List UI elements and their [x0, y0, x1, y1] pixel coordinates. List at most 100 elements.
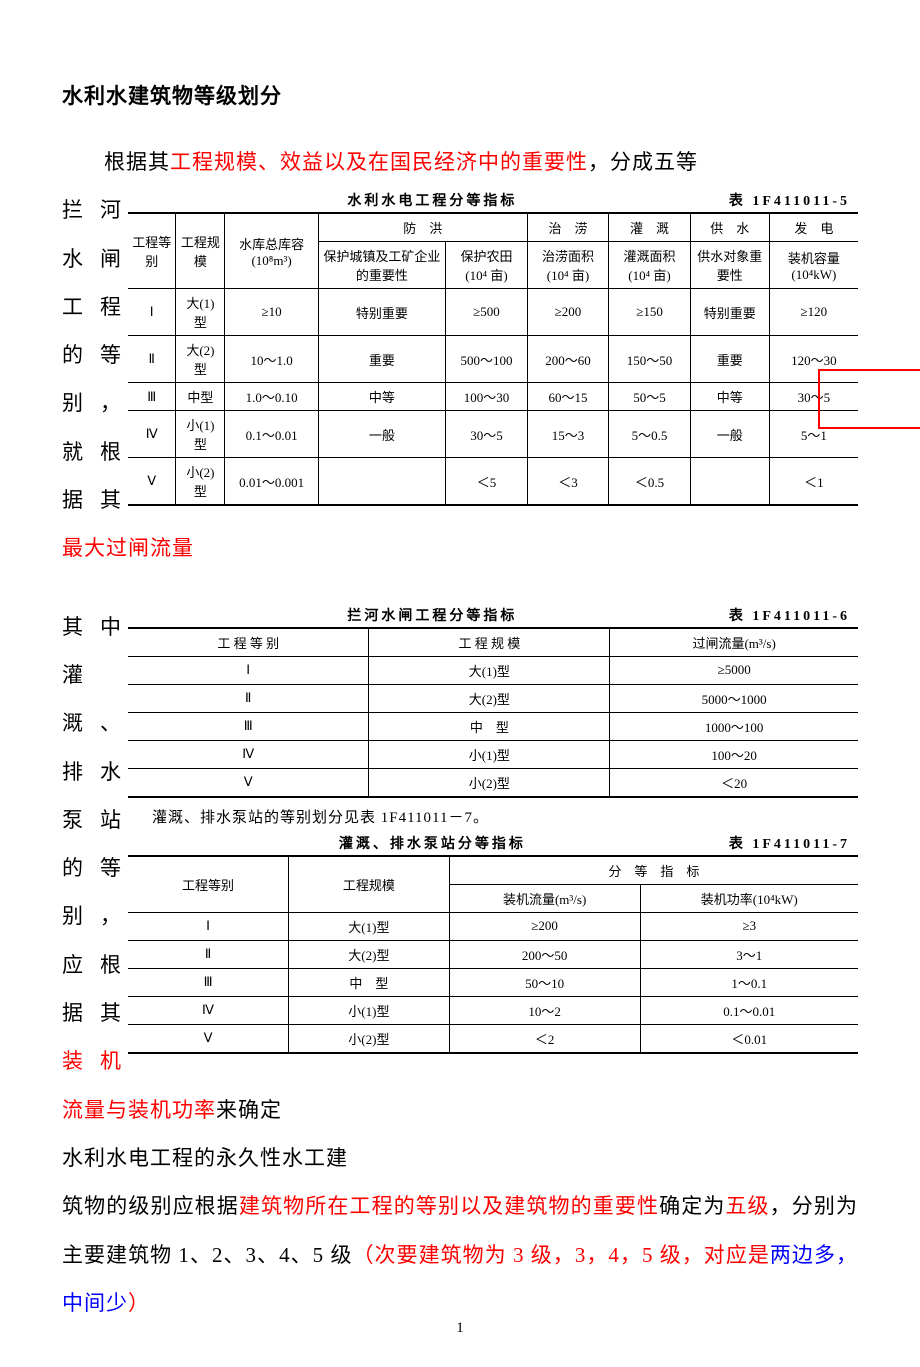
t3-sh0: 装机流量(m³/s)	[449, 884, 640, 912]
table-cell: 50～10	[449, 968, 640, 996]
wrap-paragraph-3: 水利水电工程的永久性水工建	[62, 1134, 858, 1182]
table-cell: 200～60	[527, 336, 609, 383]
table-cell: Ⅴ	[128, 458, 176, 506]
table1-body: Ⅰ大(1)型≥10特别重要≥500≥200≥150特别重要≥120Ⅱ大(2)型1…	[128, 289, 858, 506]
page-title: 水利水建筑物等级划分	[62, 80, 858, 110]
table-cell: Ⅳ	[128, 740, 369, 768]
table-cell: 15～3	[527, 411, 609, 458]
table-cell: 大(2)型	[176, 336, 225, 383]
table-cell: ≥120	[769, 289, 858, 336]
table-cell: ≥200	[449, 912, 640, 940]
table-cell: ＜1	[769, 458, 858, 506]
table-cell: ≥150	[609, 289, 691, 336]
intro-prefix: 根据其	[104, 150, 170, 174]
table2-body: Ⅰ大(1)型≥5000Ⅱ大(2)型5000～1000Ⅲ中 型1000～100Ⅳ小…	[128, 656, 858, 797]
table-row: Ⅴ小(2)型0.01～0.001＜5＜3＜0.5＜1	[128, 458, 858, 506]
table-cell: ≥3	[640, 912, 858, 940]
t1-sh-drain: 治涝面积(10⁴ 亩)	[527, 242, 609, 289]
t1-h-irrig: 灌 溉	[609, 213, 691, 242]
table-row: Ⅱ大(2)型5000～1000	[128, 684, 858, 712]
table-row: Ⅰ大(1)型≥5000	[128, 656, 858, 684]
table-cell: 小(1)型	[289, 996, 450, 1024]
table-row: Ⅴ小(2)型＜20	[128, 768, 858, 797]
table-row: Ⅰ大(1)型≥10特别重要≥500≥200≥150特别重要≥120	[128, 289, 858, 336]
table-cell: 1.0～0.10	[225, 383, 318, 411]
table-cell: 一般	[690, 411, 769, 458]
pump-note: 灌溉、排水泵站的等别划分见表 1F411011－7。	[128, 798, 858, 831]
wrap-s6: 水利水电工程的永久性水工建	[62, 1146, 348, 1170]
table-cell: 大(1)型	[369, 656, 610, 684]
t2-h0: 工 程 等 别	[128, 628, 369, 657]
table3-title: 灌溉、排水泵站分等指标	[136, 833, 729, 853]
table-cell	[318, 458, 446, 506]
table-cell: 小(2)型	[176, 458, 225, 506]
table-row: Ⅲ中型1.0～0.10中等100～3060～1550～5中等30～5	[128, 383, 858, 411]
table-cell: 10～2	[449, 996, 640, 1024]
table-cell: ≥500	[446, 289, 528, 336]
table-cell: 中型	[176, 383, 225, 411]
wrap-s3: 其中灌溉、排水泵站的等别，应根据其	[62, 615, 122, 1025]
table-cell: 30～5	[769, 383, 858, 411]
table3-body: Ⅰ大(1)型≥200≥3Ⅱ大(2)型200～503～1Ⅲ中 型50～101～0.…	[128, 912, 858, 1053]
table2: 工 程 等 别 工 程 规 模 过闸流量(m³/s) Ⅰ大(1)型≥5000Ⅱ大…	[128, 627, 858, 798]
intro-paragraph: 根据其工程规模、效益以及在国民经济中的重要性，分成五等	[62, 138, 858, 186]
t3-sh1: 装机功率(10⁴kW)	[640, 884, 858, 912]
table-cell: 0.1～0.01	[640, 996, 858, 1024]
table-row: Ⅲ中 型50～101～0.1	[128, 968, 858, 996]
table-cell: ＜5	[446, 458, 528, 506]
t2-h2: 过闸流量(m³/s)	[610, 628, 858, 657]
t3-h1: 工程规模	[289, 856, 450, 913]
table-cell: 100～30	[446, 383, 528, 411]
table-cell: Ⅲ	[128, 712, 369, 740]
table-cell: ＜0.01	[640, 1024, 858, 1053]
intro-highlight: 工程规模、效益以及在国民经济中的重要性	[170, 150, 588, 174]
table-cell: 0.1～0.01	[225, 411, 318, 458]
table-cell: Ⅱ	[128, 684, 369, 712]
table-cell: 中 型	[369, 712, 610, 740]
table-cell: 50～5	[609, 383, 691, 411]
t1-h-grade: 工程等别	[128, 213, 176, 289]
fp8: ）	[128, 1291, 150, 1315]
wrap-s5: 来确定	[216, 1098, 282, 1122]
table-cell: 一般	[318, 411, 446, 458]
final-paragraph: 筑物的级别应根据建筑物所在工程的等别以及建筑物的重要性确定为五级，分别为主要建筑…	[62, 1182, 858, 1327]
table-cell: Ⅰ	[128, 289, 176, 336]
table-cell: 中等	[690, 383, 769, 411]
table1-ref: 表 1F411011-5	[729, 190, 850, 210]
table-cell	[690, 458, 769, 506]
table-cell: Ⅳ	[128, 411, 176, 458]
document-page: 水利水建筑物等级划分 根据其工程规模、效益以及在国民经济中的重要性，分成五等 水…	[0, 0, 920, 1367]
table-cell: 5～0.5	[609, 411, 691, 458]
table-cell: 小(2)型	[289, 1024, 450, 1053]
table-cell: Ⅲ	[128, 968, 289, 996]
table-row: Ⅱ大(2)型10～1.0重要500～100200～60150～50重要120～3…	[128, 336, 858, 383]
table-cell: 小(1)型	[176, 411, 225, 458]
table1: 工程等别 工程规模 水库总库容(10⁸m³) 防 洪 治 涝 灌 溉 供 水 发…	[128, 212, 858, 506]
t1-h-water: 供 水	[690, 213, 769, 242]
fp3: 确定为	[659, 1194, 725, 1218]
t1-sh-farm: 保护农田(10⁴ 亩)	[446, 242, 528, 289]
fp6: （次要建筑物为 3 级，3，4，5 级，对应是	[353, 1243, 770, 1267]
table-row: Ⅰ大(1)型≥200≥3	[128, 912, 858, 940]
table-cell: 重要	[318, 336, 446, 383]
table-cell: 200～50	[449, 940, 640, 968]
table-group-2-3: 拦河水闸工程分等指标 表 1F411011-6 工 程 等 别 工 程 规 模 …	[128, 603, 858, 1054]
t1-h-power: 发 电	[769, 213, 858, 242]
table-cell: Ⅰ	[128, 912, 289, 940]
t1-h-capacity: 水库总库容(10⁸m³)	[225, 213, 318, 289]
table-row: Ⅱ大(2)型200～503～1	[128, 940, 858, 968]
t1-h-drain: 治 涝	[527, 213, 609, 242]
table-cell: Ⅰ	[128, 656, 369, 684]
table-cell: Ⅱ	[128, 336, 176, 383]
table-row: Ⅲ中 型1000～100	[128, 712, 858, 740]
table-cell: 120～30	[769, 336, 858, 383]
table-cell: ＜0.5	[609, 458, 691, 506]
table-cell: 大(1)型	[289, 912, 450, 940]
table-cell: 30～5	[446, 411, 528, 458]
fp1: 筑物的级别应根据	[62, 1194, 239, 1218]
table-cell: Ⅳ	[128, 996, 289, 1024]
table-cell: 5000～1000	[610, 684, 858, 712]
table-cell: 小(1)型	[369, 740, 610, 768]
table-cell: 中 型	[289, 968, 450, 996]
table-cell: 500～100	[446, 336, 528, 383]
